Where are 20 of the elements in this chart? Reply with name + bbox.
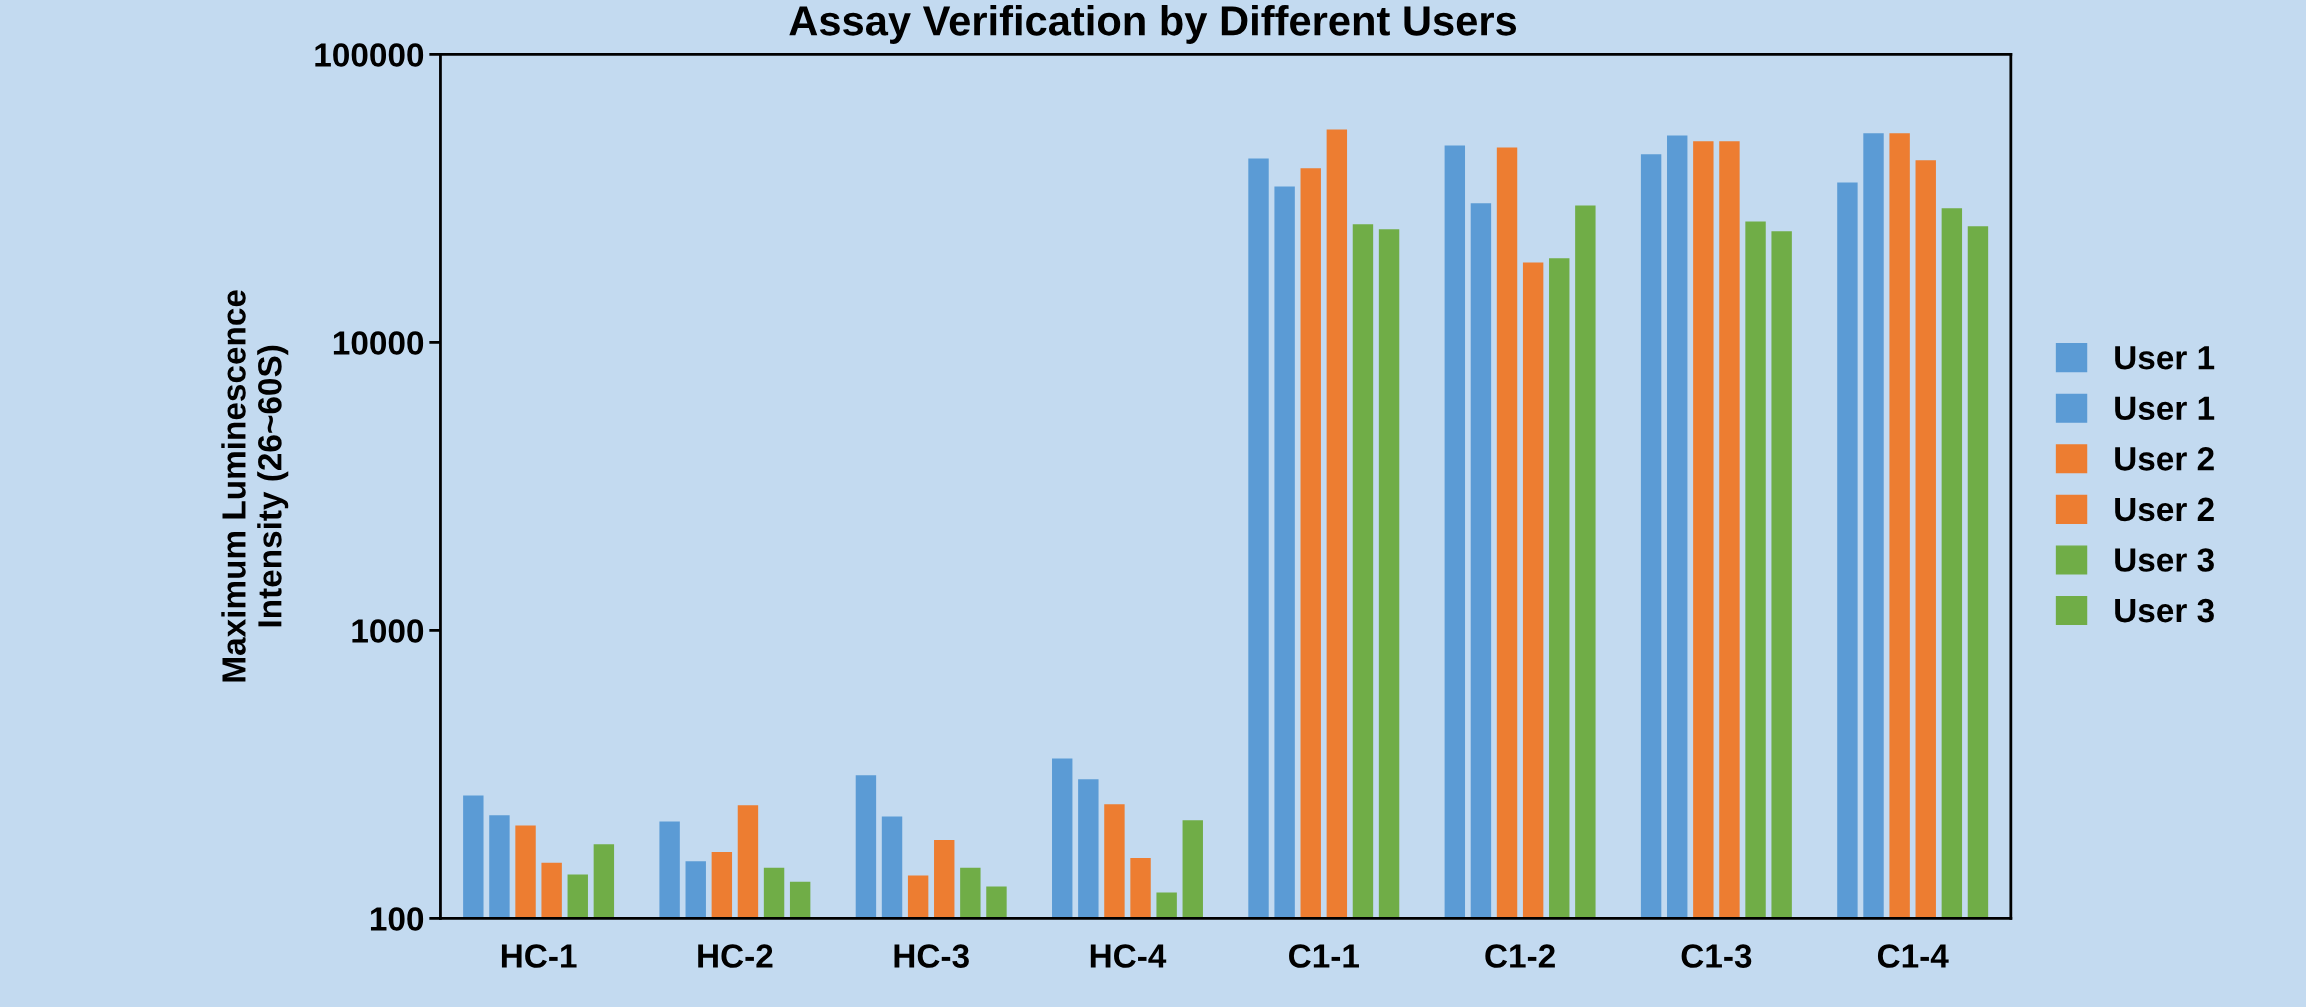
y-tick-label: 10000 <box>333 331 424 355</box>
y-tick-label: 100 <box>370 907 424 931</box>
legend-label: User 2 <box>2115 497 2214 522</box>
x-tick-label: HC-4 <box>1090 944 1167 968</box>
legend-label: User 1 <box>2115 346 2215 370</box>
legend-label: User 1 <box>2115 396 2215 421</box>
x-tick-label: C1-3 <box>1681 944 1752 968</box>
y-tick-label: 100000 <box>315 43 424 67</box>
x-tick-label: HC-2 <box>698 944 773 968</box>
x-tick-label: C1-1 <box>1289 944 1359 968</box>
x-tick-label: C1-2 <box>1485 944 1555 968</box>
x-tick-label: C1-4 <box>1877 944 1949 968</box>
legend-label: User 3 <box>2115 548 2214 572</box>
y-axis-title: Maximum Luminescence Intensity (26~60S) <box>221 290 289 682</box>
legend-label: User 3 <box>2115 598 2214 623</box>
chart-title: Assay Verification by Different Users <box>789 5 1517 44</box>
y-tick-label: 1000 <box>352 619 424 643</box>
x-tick-label: HC-1 <box>501 944 577 968</box>
legend-label: User 2 <box>2115 447 2214 471</box>
x-tick-label: HC-3 <box>894 944 969 968</box>
